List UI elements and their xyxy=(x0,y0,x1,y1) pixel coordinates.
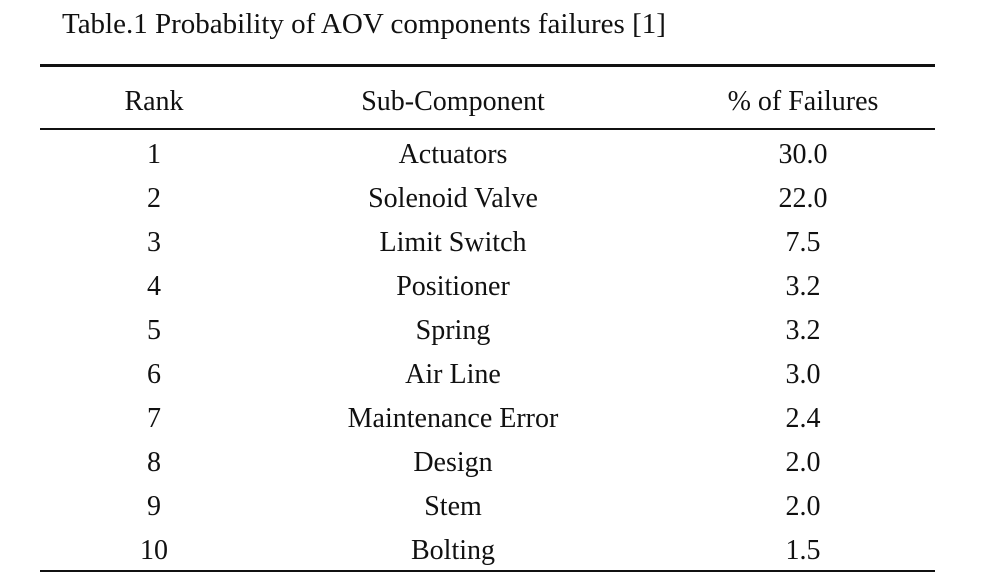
sub-component-cell: Bolting xyxy=(410,535,495,566)
failures-cell: 3.2 xyxy=(785,315,821,346)
failures-cell: 2.0 xyxy=(785,447,821,478)
rank-cell: 1 xyxy=(147,139,161,170)
header-rank: Rank xyxy=(124,86,184,117)
failures-cell: 3.0 xyxy=(785,359,821,390)
failures-cell: 2.4 xyxy=(785,403,821,434)
sub-component-cell: Design xyxy=(413,447,493,478)
sub-component-cell: Air Line xyxy=(405,359,501,390)
failures-cell: 7.5 xyxy=(785,227,821,258)
failures-cell: 3.2 xyxy=(785,271,821,302)
failures-cell: 1.5 xyxy=(785,535,821,566)
failures-cell: 22.0 xyxy=(778,183,828,214)
table-top-rule xyxy=(40,64,935,67)
rank-cell: 2 xyxy=(147,183,161,214)
failures-cell: 30.0 xyxy=(778,139,828,170)
header-sub-component: Sub-Component xyxy=(361,86,545,117)
table-caption: Table.1 Probability of AOV components fa… xyxy=(62,8,666,40)
table-header-rule xyxy=(40,128,935,130)
rank-cell: 8 xyxy=(147,447,161,478)
sub-component-cell: Spring xyxy=(415,315,491,346)
rank-cell: 7 xyxy=(147,403,161,434)
header-failures: % of Failures xyxy=(727,86,879,117)
sub-component-cell: Maintenance Error xyxy=(347,403,559,434)
sub-component-cell: Stem xyxy=(424,491,482,522)
rank-cell: 10 xyxy=(140,535,168,566)
table-bottom-rule xyxy=(40,570,935,572)
rank-cell: 6 xyxy=(147,359,161,390)
sub-component-cell: Actuators xyxy=(398,139,508,170)
rank-cell: 9 xyxy=(147,491,161,522)
sub-component-cell: Limit Switch xyxy=(379,227,527,258)
rank-cell: 4 xyxy=(147,271,161,302)
rank-cell: 3 xyxy=(147,227,161,258)
sub-component-cell: Solenoid Valve xyxy=(368,183,538,214)
sub-component-cell: Positioner xyxy=(396,271,510,302)
rank-cell: 5 xyxy=(147,315,161,346)
failures-cell: 2.0 xyxy=(785,491,821,522)
